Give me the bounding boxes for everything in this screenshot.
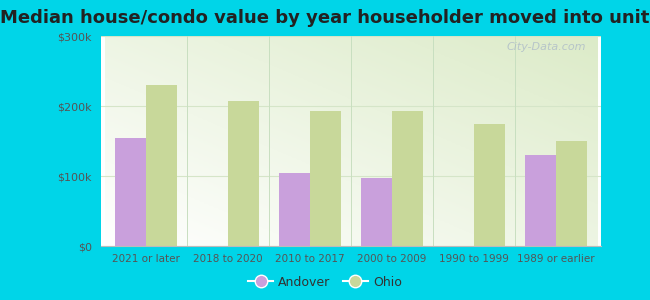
Bar (279, 172, 310, 246)
Bar (392, 111, 423, 246)
Bar (556, 141, 588, 246)
Bar (361, 178, 392, 246)
Text: Median house/condo value by year householder moved into unit: Median house/condo value by year househo… (0, 9, 650, 27)
Bar (310, 111, 341, 246)
Bar (228, 101, 259, 246)
Bar (114, 137, 146, 246)
Bar (474, 124, 505, 246)
Legend: Andover, Ohio: Andover, Ohio (243, 271, 407, 294)
Bar (146, 85, 177, 246)
Text: City-Data.com: City-Data.com (507, 42, 586, 52)
Bar (525, 155, 556, 246)
